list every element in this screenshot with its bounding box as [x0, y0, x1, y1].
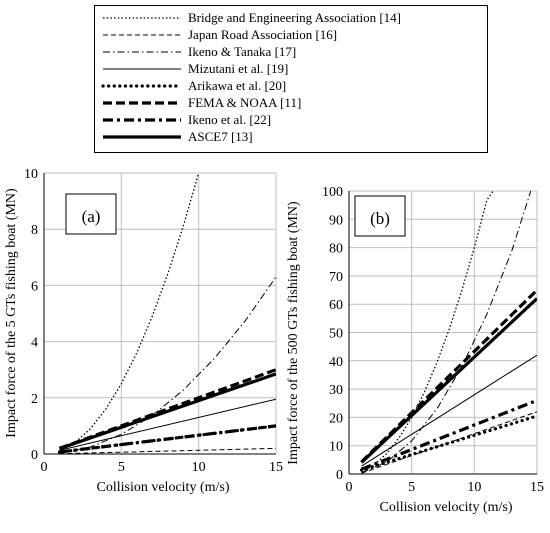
legend-item: Ikeno et al. [22] — [95, 111, 485, 128]
y-tick-label: 8 — [31, 223, 38, 238]
series-line — [59, 447, 276, 454]
legend-item: Mizutani et al. [19] — [95, 60, 485, 77]
legend-label: Ikeno & Tanaka [17] — [188, 44, 297, 59]
series-line — [361, 411, 537, 474]
y-tick-label: 0 — [31, 448, 38, 463]
legend-item: FEMA & NOAA [11] — [95, 94, 485, 111]
y-axis-label: Impact force of the 5 GTs fishing boat (… — [4, 188, 19, 438]
series-line — [360, 297, 537, 464]
series-line — [59, 398, 276, 451]
y-tick-label: 2 — [31, 392, 38, 407]
x-tick-label: 5 — [408, 480, 415, 495]
legend-swatch — [103, 34, 181, 36]
y-tick-label: 80 — [329, 242, 343, 257]
legend-item: Ikeno & Tanaka [17] — [95, 43, 485, 60]
y-tick-label: 0 — [336, 468, 343, 483]
plot-panel: 0 5 10 15 0 2 4 6 8 10 Collision velocity (m/s) Imp… — [4, 167, 283, 495]
legend-label: Ikeno et al. [22] — [188, 112, 272, 127]
legend-item: Bridge and Engineering Association [14] — [95, 9, 485, 26]
y-tick-label: 100 — [322, 185, 343, 200]
x-tick-label: 0 — [346, 480, 353, 495]
y-axis-label: Impact force of the 500 GTs fishing boat… — [286, 201, 301, 465]
legend-label: ASCE7 [13] — [188, 129, 253, 144]
y-tick-label: 50 — [329, 327, 343, 342]
legend-label: Arikawa et al. [20] — [188, 78, 287, 93]
panel-label: (a) — [82, 207, 101, 226]
y-tick-label: 10 — [24, 167, 38, 182]
panel-label: (b) — [370, 209, 390, 228]
x-axis-label: Collision velocity (m/s) — [97, 480, 230, 495]
legend-swatch — [103, 135, 181, 139]
legend-label: FEMA & NOAA [11] — [188, 95, 302, 110]
series-line — [361, 191, 494, 473]
series-line — [59, 276, 276, 454]
y-tick-label: 20 — [329, 411, 343, 426]
x-tick-label: 0 — [41, 460, 48, 475]
x-axis-label: Collision velocity (m/s) — [380, 500, 513, 515]
panel-label-box — [65, 193, 117, 235]
y-tick-label: 70 — [329, 270, 343, 285]
legend-label: Mizutani et al. [19] — [188, 61, 289, 76]
x-tick-label: 10 — [192, 460, 206, 475]
y-tick-label: 6 — [31, 279, 38, 294]
series-line — [361, 191, 532, 474]
x-tick-label: 15 — [269, 460, 283, 475]
y-tick-label: 4 — [31, 336, 38, 351]
legend-item: ASCE7 [13] — [95, 128, 485, 145]
x-tick-label: 5 — [118, 460, 125, 475]
series-group — [359, 191, 537, 474]
y-tick-label: 40 — [329, 355, 343, 370]
legend-swatch — [103, 101, 181, 105]
y-tick-label: 30 — [329, 383, 343, 398]
legend-swatch — [103, 68, 181, 70]
series-line — [59, 424, 276, 454]
series-line — [361, 354, 537, 467]
series-group — [57, 173, 276, 454]
legend-label: Bridge and Engineering Association [14] — [188, 10, 402, 25]
x-tick-label: 10 — [467, 480, 481, 495]
y-tick-label: 60 — [329, 298, 343, 313]
legend-swatch — [103, 118, 181, 122]
legend-label: Japan Road Association [16] — [188, 27, 338, 42]
legend-item: Japan Road Association [16] — [95, 26, 485, 43]
y-tick-label: 90 — [329, 213, 343, 228]
plot-panel: 0 5 10 15 0 10 20 30 40 50 60 70 80 90 100 Collision ve… — [286, 185, 544, 515]
legend-item: Arikawa et al. [20] — [95, 77, 485, 94]
series-line — [359, 414, 537, 472]
x-tick-label: 15 — [530, 480, 544, 495]
legend-swatch — [101, 84, 183, 88]
legend-swatch — [103, 51, 181, 53]
series-line — [58, 372, 276, 451]
legend: Bridge and Engineering Association [14] … — [94, 5, 488, 153]
y-tick-label: 10 — [329, 440, 343, 455]
series-line — [59, 173, 200, 452]
panel-label-box — [354, 195, 406, 237]
